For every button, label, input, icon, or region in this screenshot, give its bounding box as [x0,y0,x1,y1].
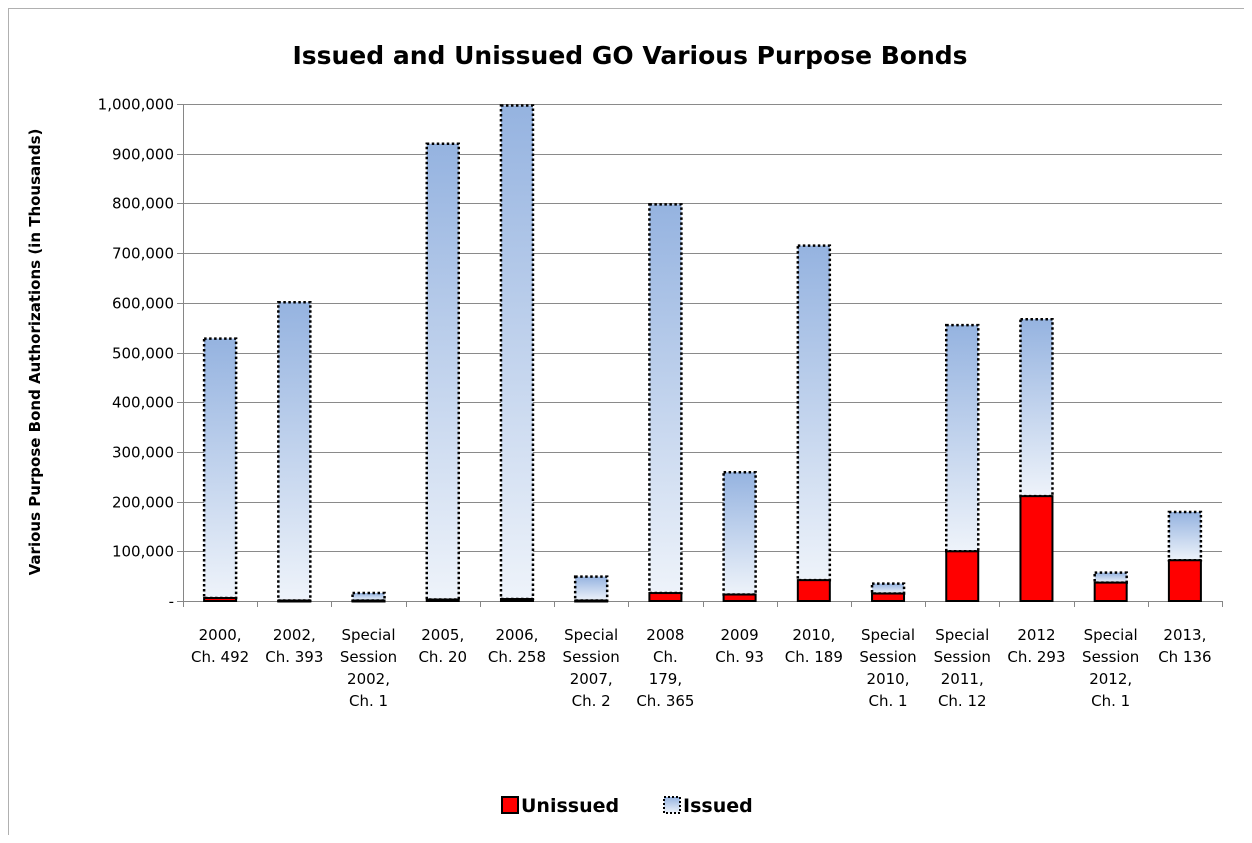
y-tick-label: 300,000 [112,444,174,462]
bar-issued [1093,571,1128,584]
bar-unissued [871,592,906,602]
bar-issued [796,244,832,582]
x-tick-label: Special Session 2011, Ch. 12 [934,626,991,710]
y-axis-ticks: - 100,000 200,000 300,000 400,000 500,000 600,… [98,96,174,611]
x-tick-label: Special Session 2007, Ch. 2 [563,626,620,710]
bar-issued [722,471,757,596]
y-tick-label: 400,000 [112,394,174,412]
gridlines [177,104,1223,607]
bar-issued [277,301,312,602]
bar-unissued [1019,495,1054,602]
x-tick-label: 2009 Ch. 93 [715,626,764,666]
x-tick-label: Special Session 2010, Ch. 1 [859,626,916,710]
x-tick-label: Special Session 2012, Ch. 1 [1082,626,1139,710]
bar-issued [351,591,386,602]
y-tick-label: 200,000 [112,494,174,512]
bar-issued [1167,510,1203,562]
chart-title: Issued and Unissued GO Various Purpose B… [292,41,967,70]
bar-unissued [277,599,312,603]
y-tick-label: 800,000 [112,195,174,213]
legend-label-unissued: Unissued [521,795,619,817]
bar-issued [870,582,906,595]
y-axis-label: Various Purpose Bond Authorizations (in … [26,129,44,576]
legend: Unissued Issued [501,795,753,817]
y-tick-label: 600,000 [112,295,174,313]
bar-issued [945,323,980,553]
bar-unissued [351,599,386,603]
bar-unissued [648,592,683,602]
bar-unissued [574,599,609,603]
bar-unissued [1167,559,1202,602]
bar-issued [202,337,238,600]
legend-label-issued: Issued [683,795,753,817]
x-tick-label: 2002, Ch. 393 [265,626,323,666]
bar-issued [499,104,535,601]
bar-unissued [722,593,757,603]
y-tick-label: 900,000 [112,146,174,164]
bar-unissued [499,598,534,603]
y-tick-label: 700,000 [112,245,174,263]
y-tick-label: 1,000,000 [98,96,174,114]
x-tick-label: 2010, Ch. 189 [785,626,843,666]
legend-swatch-issued [663,796,681,814]
chart-frame [8,8,1244,835]
legend-swatch-unissued [501,796,519,814]
bars [202,104,1203,603]
bar-unissued [796,579,831,602]
x-tick-label: 2013, Ch 136 [1158,626,1211,666]
x-tick-label: 2012 Ch. 293 [1007,626,1065,666]
x-tick-label: 2000, Ch. 492 [191,626,249,666]
x-tick-label: 2006, Ch. 258 [488,626,546,666]
y-tick-label: 100,000 [112,543,174,561]
y-tick-label: 500,000 [112,345,174,363]
bar-issued [573,575,609,602]
x-tick-label: 2008 Ch. 179, Ch. 365 [636,626,694,710]
bar-issued [425,142,460,601]
y-tick-label: - [169,593,174,611]
x-tick-label: 2005, Ch. 20 [418,626,467,666]
bar-unissued [945,550,980,602]
bar-issued [1019,317,1054,498]
bar-unissued [1093,581,1128,603]
x-tick-label: Special Session 2002, Ch. 1 [340,626,397,710]
bar-unissued [203,597,238,603]
bar-issued [648,203,683,595]
x-axis-ticks: 2000, Ch. 492 2002, Ch. 393 Special Session 20… [191,626,1212,710]
bar-unissued [425,598,460,602]
